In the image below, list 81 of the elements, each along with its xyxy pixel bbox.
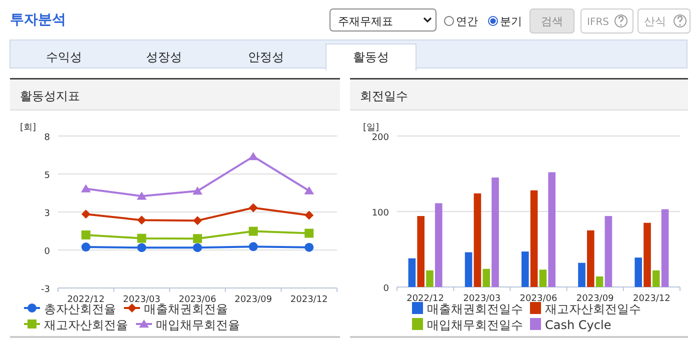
text: 연간 (456, 15, 478, 28)
y-tick-label: 0 (44, 247, 50, 257)
bar (417, 216, 424, 287)
point (81, 210, 90, 219)
y-axis-title: [회] (20, 123, 36, 133)
text: 성장성 (146, 50, 182, 64)
bar (661, 209, 669, 287)
y-axis-title: [일] (363, 123, 380, 133)
point (193, 243, 202, 252)
text: 안정성 (248, 50, 284, 64)
bar (435, 203, 442, 287)
point (81, 242, 90, 252)
point (304, 242, 314, 252)
bar (522, 252, 529, 287)
point (304, 186, 314, 194)
bar (578, 262, 586, 287)
x-tick-label: 2023/09 (576, 294, 614, 304)
bar (587, 230, 594, 287)
point (192, 186, 202, 195)
point (248, 152, 258, 160)
point (304, 228, 314, 238)
point (248, 242, 258, 252)
bar (426, 270, 434, 287)
bar (596, 276, 604, 287)
x-tick-label: 2023/03 (463, 294, 501, 304)
chart-title: 활동성지표 (20, 89, 80, 103)
text: 산식 (644, 15, 666, 28)
bar (492, 178, 499, 287)
text: 주재무제표 (338, 15, 393, 28)
point (137, 234, 146, 243)
legend-label: Cash Cycle (545, 318, 612, 332)
text: 검색 (541, 15, 563, 28)
x-tick-label: 2022/12 (406, 294, 444, 304)
point (248, 203, 258, 212)
legend-label: 재고자산회전일수 (545, 302, 641, 316)
point (81, 230, 90, 240)
point (80, 184, 91, 192)
x-tick-label: 2023/12 (290, 295, 328, 305)
point (137, 216, 146, 225)
text: 분기 (500, 15, 522, 28)
legend-label: 매입채무회전일수 (427, 318, 523, 332)
bar (539, 270, 547, 287)
text: 투자분석 (10, 12, 66, 28)
y-tick-label: 200 (372, 133, 390, 143)
y-tick-label: 5 (44, 171, 50, 181)
legend-label: 재고자산회전율 (44, 318, 128, 332)
point (136, 192, 147, 200)
bar (474, 193, 482, 287)
bar (482, 268, 490, 287)
point (137, 243, 146, 252)
point (248, 226, 258, 236)
legend-label: 매입채무회전율 (156, 318, 240, 332)
bar (644, 222, 651, 287)
y-tick-label: 3 (44, 209, 50, 219)
point (304, 210, 314, 220)
point (193, 234, 202, 244)
bar (548, 172, 556, 287)
x-tick-label: 2023/03 (123, 295, 160, 305)
chart-title: 회전일수 (360, 89, 408, 103)
x-tick-label: 2023/12 (633, 294, 670, 304)
bar (634, 258, 642, 287)
x-tick-label: 2022/12 (67, 295, 105, 305)
bar (464, 252, 472, 287)
bar (530, 190, 538, 287)
text: IFRS (587, 17, 609, 28)
bar (604, 216, 612, 287)
y-tick-label: 8 (44, 133, 50, 143)
legend-label: 총자산회전율 (44, 302, 116, 316)
x-tick-label: 2023/09 (234, 295, 272, 305)
point (193, 216, 202, 226)
x-tick-label: 2023/06 (520, 294, 558, 304)
legend-label: 매출채권회전율 (144, 302, 228, 316)
bar (408, 258, 416, 287)
text: 활동성 (353, 50, 389, 64)
y-tick-label: -3 (41, 285, 50, 295)
y-tick-label: 0 (383, 284, 390, 294)
legend-label: 매출채권회전일수 (427, 302, 523, 316)
x-tick-label: 2023/06 (178, 295, 216, 305)
text: 수익성 (46, 50, 82, 64)
bar (652, 270, 660, 287)
y-tick-label: 100 (372, 208, 390, 218)
